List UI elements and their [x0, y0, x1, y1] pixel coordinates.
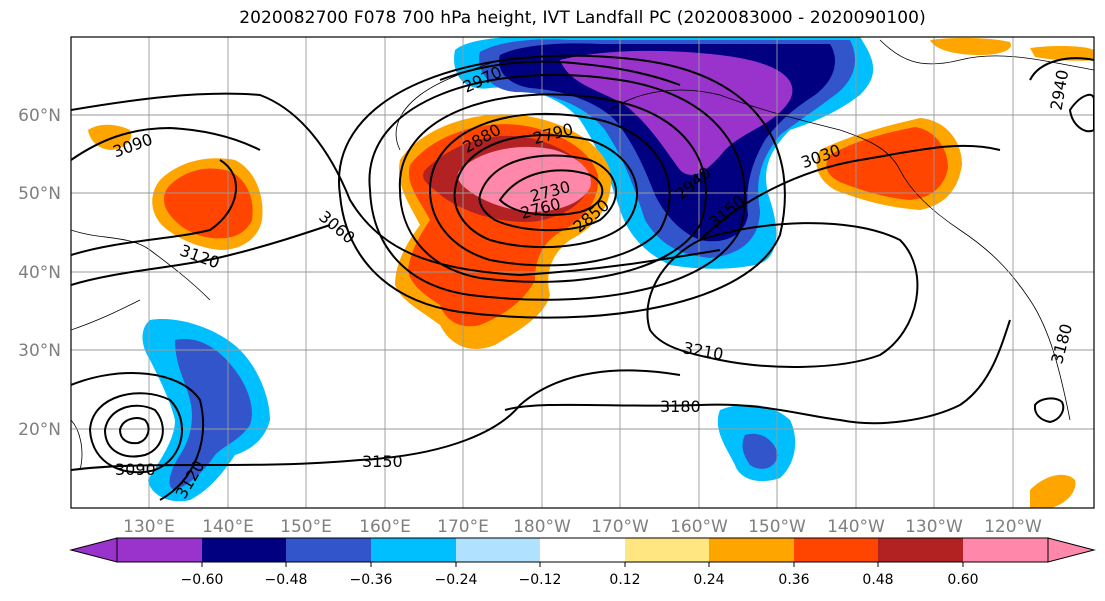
- colorbar-bin: [202, 538, 286, 562]
- colorbar-tick-label: −0.48: [265, 572, 308, 588]
- lat-label: 30°N: [18, 341, 61, 361]
- lon-label: 180°W: [513, 517, 571, 537]
- contour-2940-east: [1029, 57, 1094, 81]
- colorbar-tick-label: 0.48: [862, 572, 893, 588]
- colorbar-bin: [794, 538, 878, 562]
- contour-east-closed: [1068, 93, 1094, 133]
- colorbar-extend-high: [1047, 537, 1096, 563]
- contour-closed-east-small: [1033, 397, 1065, 424]
- colorbar-bin: [117, 538, 202, 562]
- ivt-positive-region-northeast: [930, 37, 1011, 55]
- contour-3120-west: [71, 224, 331, 286]
- contour-3180: [504, 319, 1011, 425]
- colorbar-bin: [371, 538, 456, 562]
- ivt-negative-region-hawaii-2: [742, 433, 778, 469]
- colorbar-tick-label: 0.24: [693, 572, 724, 588]
- ivt-positive-region-northeast-2: [1030, 45, 1094, 61]
- colorbar-bin: [540, 538, 625, 562]
- lon-label: 150°W: [748, 517, 806, 537]
- ivt-negative-core: [560, 50, 793, 175]
- lat-label: 40°N: [18, 263, 61, 283]
- contour-label: 3150: [362, 452, 403, 471]
- contour-low-center-1: [498, 169, 604, 216]
- map-title: 2020082700 F078 700 hPa height, IVT Land…: [239, 8, 926, 28]
- colorbar-tick-label: −0.24: [435, 572, 478, 588]
- colorbar-tick-label: 0.60: [947, 572, 978, 588]
- colorbar-bin: [456, 538, 540, 562]
- colorbar-extend-low: [69, 537, 118, 563]
- contour-low-center-5: [398, 93, 707, 283]
- lon-label: 160°E: [359, 517, 411, 537]
- lon-label: 170°E: [437, 517, 489, 537]
- contour-3090-west: [71, 159, 237, 256]
- lon-label: 140°W: [827, 517, 885, 537]
- contour-3060: [71, 92, 721, 277]
- lat-label: 60°N: [18, 106, 61, 126]
- contour-3150: [71, 369, 681, 471]
- lon-label: 130°E: [123, 517, 175, 537]
- contour-low-center-2: [478, 154, 617, 232]
- ivt-positive-region-japan-sea-2: [164, 168, 253, 239]
- lon-label: 150°E: [280, 517, 332, 537]
- map-frame: [70, 36, 1095, 509]
- colorbar: −0.60 −0.48 −0.36 −0.24 −0.12 0.12 0.24 …: [69, 537, 1096, 588]
- contour-typhoon-3: [88, 392, 183, 474]
- gridlines: [71, 37, 1094, 508]
- longitude-labels: 130°E 140°E 150°E 160°E 170°E 180°W 170°…: [123, 517, 1042, 537]
- contour-2970: [439, 60, 681, 86]
- height-contours: [71, 54, 1094, 501]
- ivt-positive-region-southeast: [1030, 474, 1076, 508]
- contour-low-center-6: [368, 73, 746, 301]
- contour-typhoon-1: [118, 417, 150, 445]
- lon-label: 170°W: [591, 517, 649, 537]
- coastline: [71, 39, 1094, 471]
- contour-3120-typhoon: [71, 372, 204, 501]
- contour-low-center-3: [453, 134, 639, 249]
- lon-label: 120°W: [984, 517, 1042, 537]
- contour-3030: [699, 144, 1001, 241]
- lon-label: 130°W: [905, 517, 963, 537]
- colorbar-tick-label: 0.36: [778, 572, 809, 588]
- colorbar-tick-label: −0.36: [350, 572, 393, 588]
- lon-label: 160°W: [670, 517, 728, 537]
- lat-label: 20°N: [18, 420, 61, 440]
- latitude-labels: 60°N 50°N 40°N 30°N 20°N: [18, 106, 61, 440]
- ivt-negative-region-west-2: [169, 339, 252, 490]
- colorbar-bin: [286, 538, 371, 562]
- contour-typhoon-2: [103, 404, 164, 458]
- contour-label: 3090: [115, 460, 156, 479]
- colorbar-tick-label: 0.12: [609, 572, 640, 588]
- colorbar-tick-label: −0.60: [181, 572, 224, 588]
- contour-low-center-4: [428, 112, 671, 267]
- lat-label: 50°N: [18, 184, 61, 204]
- colorbar-bin: [963, 538, 1048, 562]
- contour-low-center-7: [337, 54, 786, 319]
- colorbar-bin: [878, 538, 963, 562]
- colorbar-bin: [709, 538, 794, 562]
- colorbar-tick-label: −0.12: [519, 572, 562, 588]
- contour-3090-kamchatka: [71, 126, 261, 161]
- colorbar-bin: [625, 538, 709, 562]
- ivt-positive-region-gulf-alaska-2: [826, 127, 948, 200]
- contour-label: 3180: [660, 397, 701, 416]
- lon-label: 140°E: [202, 517, 254, 537]
- contour-3210: [646, 222, 919, 368]
